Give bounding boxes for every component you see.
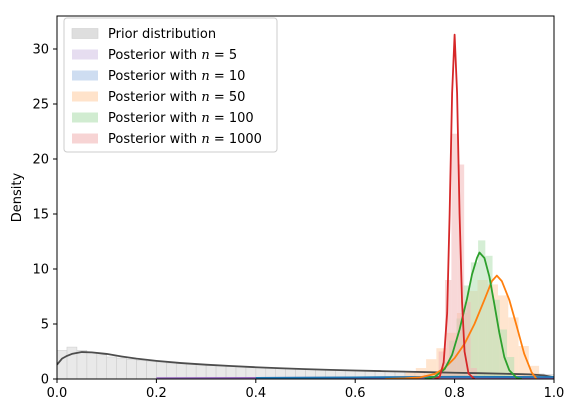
legend-entry: Posterior with n = 100 (72, 111, 254, 126)
histogram-bar (464, 302, 471, 379)
histogram-bar (470, 262, 479, 379)
legend-box (63, 17, 278, 153)
histogram-bar (438, 351, 446, 379)
legend-label: Posterior with n = 5 (108, 48, 237, 63)
histogram-bar (116, 357, 127, 379)
histogram-bar (485, 255, 493, 379)
histogram-bar (96, 354, 108, 379)
density-curve-0 (57, 351, 554, 379)
legend-swatch (71, 28, 99, 39)
density-curve-4 (424, 251, 522, 379)
y-axis-label: Density (10, 172, 25, 222)
legend-swatch (72, 133, 98, 144)
x-tick-label: 0.2 (146, 386, 167, 401)
legend: Prior distribution Posterior with n = 5 Po… (63, 17, 278, 153)
plot-frame (56, 15, 555, 380)
plot-area (57, 33, 554, 379)
legend-entry: Posterior with n = 5 (72, 48, 237, 63)
y-tick-label: 30 (32, 43, 49, 58)
legend-entry: Posterior with n = 10 (72, 69, 245, 84)
legend-entry: Posterior with n = 1000 (72, 132, 262, 147)
histogram-bar (195, 364, 207, 379)
histogram-bar (405, 372, 416, 379)
legend-label: Posterior with n = 100 (108, 111, 254, 126)
histogram-bar (215, 365, 227, 379)
y-tick-label: 0 (41, 373, 49, 388)
x-tick-label: 0.4 (245, 386, 266, 401)
legend-label: Posterior with n = 50 (108, 90, 245, 105)
histogram-bar (492, 299, 500, 379)
histogram-bar (518, 346, 529, 379)
x-tick-label: 1.0 (544, 386, 565, 401)
histogram-bar (478, 240, 486, 379)
density-curve-5 (434, 33, 476, 379)
density-curve-3 (384, 274, 538, 379)
histogram-bar (205, 364, 217, 379)
histogram-bar (146, 361, 157, 379)
histogram-bar (66, 346, 78, 379)
legend-swatch (72, 49, 98, 60)
density-curve-2 (255, 375, 554, 379)
histogram-bar (451, 133, 458, 379)
histogram-bar (126, 358, 137, 379)
histogram-bar (76, 350, 88, 379)
histogram-bar (508, 317, 519, 379)
legend-label: Posterior with n = 1000 (108, 132, 262, 147)
histogram-bar (106, 356, 117, 379)
histogram-bar (136, 359, 147, 379)
legend-label: Prior distribution (108, 27, 216, 42)
histogram-bar (57, 350, 68, 379)
histogram-bar (156, 361, 167, 379)
histogram-bar (445, 280, 452, 379)
histogram-bar (185, 363, 197, 379)
y-tick-label: 25 (32, 98, 49, 113)
y-tick-label: 15 (32, 208, 49, 223)
histogram-bar (415, 368, 427, 379)
legend-entry: Prior distribution (71, 27, 216, 42)
histogram-bar (166, 362, 177, 379)
y-tick-label: 5 (41, 318, 49, 333)
legend-swatch (72, 91, 98, 102)
histogram-bar (175, 363, 187, 379)
x-tick-label: 0.8 (444, 386, 465, 401)
histogram-bar (528, 365, 540, 379)
legend-swatch (72, 70, 98, 81)
y-tick-label: 10 (32, 263, 49, 278)
x-tick-label: 0.0 (47, 386, 68, 401)
x-tick-label: 0.6 (345, 386, 366, 401)
y-tick-label: 20 (32, 153, 49, 168)
legend-label: Posterior with n = 10 (108, 69, 245, 84)
histogram-bar (86, 352, 98, 379)
axes: 0.0 0.2 0.4 0.6 0.8 1.0 0 5 10 15 20 25 30 Density (10, 15, 565, 401)
histogram-bar (507, 357, 515, 379)
histogram-0 (57, 346, 554, 379)
histogram-bar (426, 359, 437, 379)
histogram-5 (432, 133, 477, 379)
legend-swatch (72, 112, 98, 123)
legend-entry: Posterior with n = 50 (72, 90, 245, 105)
